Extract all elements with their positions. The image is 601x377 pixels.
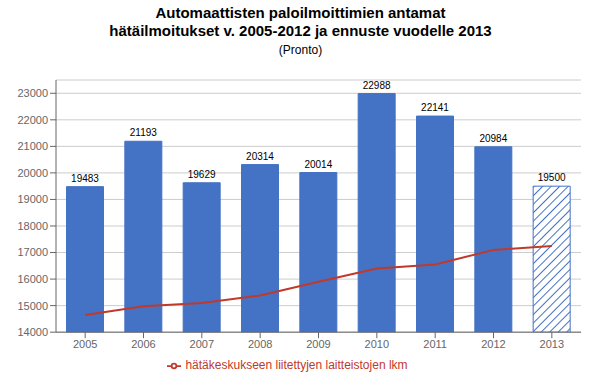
svg-text:2005: 2005	[73, 338, 97, 350]
html-text:hätäilmoitukset v. 2005-2012 j: hätäilmoitukset v. 2005-2012 ja ennuste …	[109, 22, 492, 39]
svg-text:2012: 2012	[481, 338, 505, 350]
svg-text:21000: 21000	[17, 140, 48, 152]
html-text:(Pronto): (Pronto)	[278, 43, 323, 57]
svg-text:2007: 2007	[190, 338, 214, 350]
svg-text:22988: 22988	[363, 80, 391, 91]
svg-text:20314: 20314	[246, 151, 274, 162]
svg-text:22141: 22141	[421, 102, 449, 113]
svg-text:18000: 18000	[17, 220, 48, 232]
svg-text:20014: 20014	[304, 159, 332, 170]
svg-text:16000: 16000	[17, 273, 48, 285]
svg-text:2006: 2006	[131, 338, 155, 350]
svg-text:2008: 2008	[248, 338, 272, 350]
svg-text:20984: 20984	[479, 133, 507, 144]
svg-text:23000: 23000	[17, 87, 48, 99]
svg-text:19500: 19500	[538, 172, 566, 183]
svg-text:2009: 2009	[306, 338, 330, 350]
svg-text:17000: 17000	[17, 246, 48, 258]
svg-text:2010: 2010	[365, 338, 389, 350]
svg-text:22000: 22000	[17, 114, 48, 126]
html-text:hätäkeskukseen liitettyjen lai: hätäkeskukseen liitettyjen laitteistojen…	[185, 358, 408, 373]
svg-text:2011: 2011	[423, 338, 447, 350]
svg-text:19000: 19000	[17, 193, 48, 205]
svg-text:19629: 19629	[188, 169, 216, 180]
svg-text:21193: 21193	[130, 127, 158, 138]
svg-text:20000: 20000	[17, 167, 48, 179]
svg-text:15000: 15000	[17, 300, 48, 312]
svg-text:14000: 14000	[17, 326, 48, 338]
svg-text:2013: 2013	[540, 338, 564, 350]
svg-text:19483: 19483	[71, 173, 99, 184]
html-text:Automaattisten paloilmoittimie: Automaattisten paloilmoittimien antamat	[155, 4, 446, 21]
